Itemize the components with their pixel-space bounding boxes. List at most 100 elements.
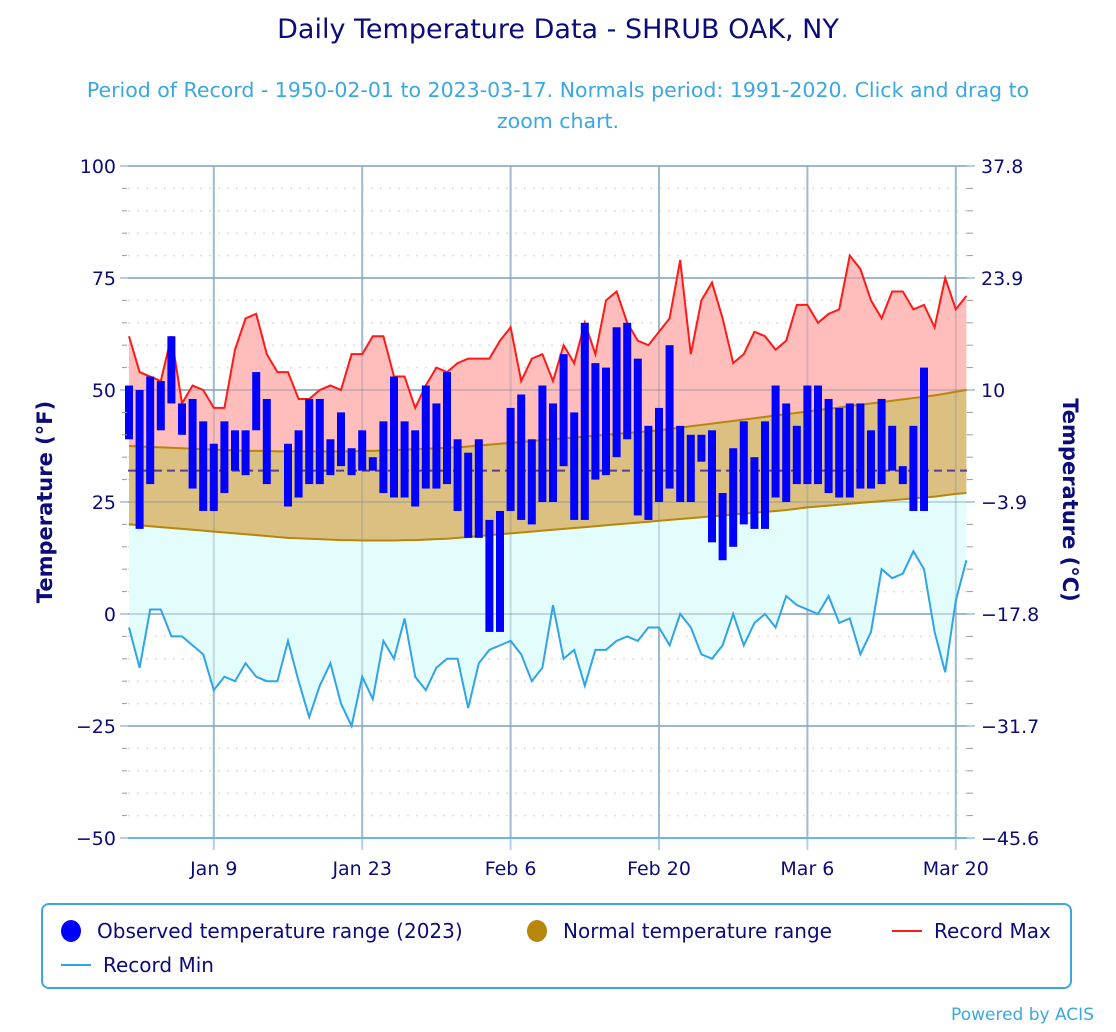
observed-bar [665, 345, 674, 489]
observed-bar [443, 372, 451, 485]
y-tick-label-left: 25 [92, 492, 116, 514]
record-min-line [128, 549, 968, 730]
observed-bar [453, 439, 462, 511]
y-tick-label-left: 50 [92, 380, 116, 402]
y-axis-title-left: Temperature (°F) [33, 401, 57, 603]
normal-circle-icon [527, 920, 547, 942]
observed-bar [845, 403, 854, 498]
observed-bar [464, 452, 473, 538]
observed-bar [527, 439, 536, 525]
observed-bar [792, 425, 801, 485]
x-tick-label: Jan 23 [331, 858, 392, 880]
observed-bar [718, 493, 727, 561]
observed-bar [485, 519, 494, 632]
y-tick-label-left: 0 [104, 604, 116, 626]
observed-bars [125, 322, 928, 632]
observed-bar [252, 372, 261, 431]
observed-bar [877, 398, 886, 485]
observed-bar [347, 448, 356, 476]
observed-bar [920, 367, 928, 511]
observed-bar [750, 457, 759, 529]
record-max-area [129, 255, 967, 452]
record-max-line-icon [892, 930, 922, 932]
observed-bar [199, 421, 208, 511]
observed-bar [358, 430, 367, 471]
y-axis-title-right: Temperature (°C) [1058, 398, 1082, 601]
record-min-area [129, 493, 967, 726]
observed-bar [623, 322, 632, 440]
observed-bar [856, 403, 865, 489]
observed-bar [400, 421, 409, 498]
observed-bar [898, 466, 907, 485]
observed-bar [612, 327, 621, 458]
observed-bar [644, 425, 653, 520]
legend: Observed temperature range (2023) Normal… [41, 903, 1072, 989]
observed-bar [697, 434, 706, 462]
legend-label: Normal temperature range [563, 919, 832, 943]
observed-bar [549, 403, 557, 502]
record-min-line-icon [61, 964, 91, 966]
observed-bar [474, 439, 483, 538]
x-tick-label: Feb 20 [627, 858, 691, 880]
observed-bar [570, 412, 579, 520]
y-tick-label-right: −3.9 [981, 492, 1027, 514]
observed-bar [538, 385, 547, 502]
legend-label: Record Min [103, 953, 214, 977]
observed-bar [888, 425, 897, 471]
observed-bar [284, 443, 292, 507]
observed-bar [146, 376, 155, 485]
chart-subtitle: Period of Record - 1950-02-01 to 2023-03… [86, 78, 1030, 133]
record-max-line [128, 253, 968, 411]
observed-bar [135, 390, 144, 529]
y-tick-label-right: −45.6 [981, 828, 1039, 850]
observed-bar [602, 367, 610, 476]
observed-bar [782, 403, 791, 502]
observed-bar [506, 407, 515, 511]
observed-bar [559, 354, 568, 467]
legend-item-observed[interactable]: Observed temperature range (2023) [61, 919, 463, 943]
observed-bar [708, 430, 716, 543]
observed-bar [421, 385, 430, 489]
legend-item-record-min[interactable]: Record Min [61, 953, 214, 977]
observed-bar [125, 385, 133, 440]
observed-bar [517, 394, 526, 520]
area-fills [128, 165, 967, 839]
temperature-chart[interactable]: 100 37.8 75 23.9 50 10 25 −3.9 0 −17.8 −25 −31.7 −50… [0, 0, 1116, 900]
observed-bar [231, 430, 239, 471]
observed-bar [655, 407, 663, 502]
observed-bar [220, 421, 229, 494]
observed-bar [188, 398, 197, 489]
observed-bar [315, 398, 324, 485]
legend-item-normal[interactable]: Normal temperature range [527, 919, 832, 943]
observed-bar [739, 421, 748, 525]
observed-bar [337, 412, 345, 467]
y-tick-label-right: −31.7 [981, 716, 1039, 738]
observed-bar [761, 421, 769, 529]
observed-bar [209, 443, 218, 511]
observed-bar [305, 398, 314, 485]
observed-bar [835, 407, 844, 498]
observed-bar [580, 322, 589, 520]
observed-bar [178, 403, 186, 435]
observed-bar [867, 430, 875, 489]
observed-bar [326, 439, 335, 476]
y-tick-label-left: −25 [76, 716, 116, 738]
observed-bar [411, 430, 420, 507]
y-tick-label-right: 10 [981, 380, 1005, 402]
powered-by-link[interactable]: Powered by ACIS [951, 1005, 1094, 1025]
x-tick-label: Jan 9 [189, 858, 237, 880]
observed-bar [156, 381, 165, 431]
observed-bar [496, 510, 504, 632]
observed-bar [803, 385, 812, 485]
observed-bar [909, 425, 918, 511]
observed-bar [633, 358, 642, 516]
normal-low-line [128, 492, 967, 542]
observed-bar [432, 403, 441, 489]
observed-bar [591, 363, 600, 480]
legend-item-record-max[interactable]: Record Max [892, 919, 1051, 943]
x-tick-label: Mar 20 [923, 858, 989, 880]
observed-bar [824, 398, 833, 494]
observed-circle-icon [61, 920, 81, 942]
y-tick-label-left: 75 [92, 268, 116, 290]
y-tick-label-right: 37.8 [981, 156, 1023, 178]
